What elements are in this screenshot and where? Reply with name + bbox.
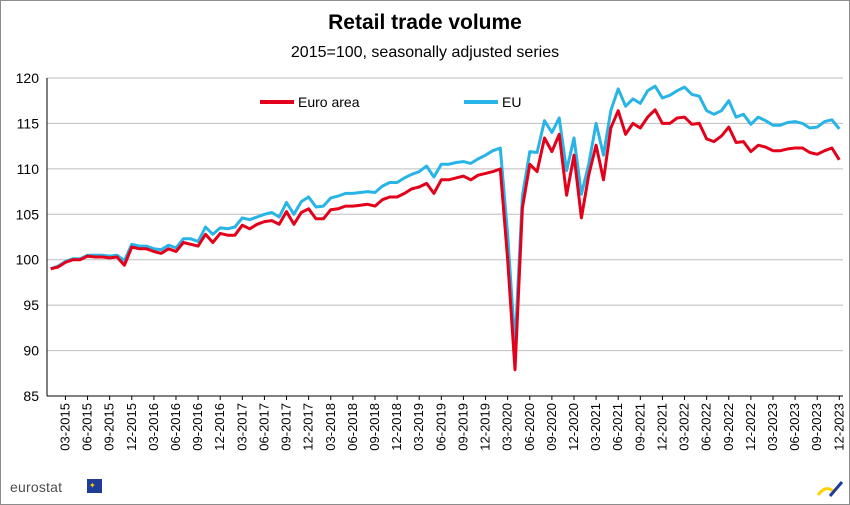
y-tick-label: 110	[17, 161, 40, 177]
x-tick-label: 06-2018	[345, 403, 360, 451]
x-tick-label: 06-2021	[610, 403, 625, 451]
chart-subtitle: 2015=100, seasonally adjusted series	[291, 44, 559, 61]
y-tick-label: 120	[16, 70, 40, 86]
y-tick-label: 95	[23, 297, 39, 313]
y-tick-label: 115	[17, 115, 40, 131]
x-tick-label: 03-2019	[411, 403, 426, 451]
x-tick-label: 09-2022	[721, 403, 736, 451]
series-line-eu	[50, 84, 841, 347]
chart-title: Retail trade volume	[328, 11, 522, 34]
x-tick-label: 09-2017	[279, 403, 294, 451]
x-tick-label: 12-2016	[212, 403, 227, 451]
grid	[47, 77, 843, 397]
x-tick-label: 12-2022	[743, 403, 758, 451]
y-tick-label: 90	[23, 343, 39, 359]
x-tick-label: 06-2023	[787, 403, 802, 451]
x-tick-label: 12-2023	[831, 403, 846, 451]
series-lines	[50, 84, 841, 372]
x-tick-label: 03-2022	[677, 403, 692, 451]
x-tick-label: 09-2015	[102, 403, 117, 451]
x-tick-label: 03-2017	[234, 403, 249, 451]
legend: Euro area EU	[260, 94, 521, 110]
x-tick-label: 09-2020	[544, 403, 559, 451]
y-tick-label: 105	[16, 206, 40, 222]
x-tick-label: 12-2020	[566, 403, 581, 451]
x-tick-label: 03-2015	[57, 403, 72, 451]
x-tick-label: 06-2015	[80, 403, 95, 451]
x-tick-label: 09-2021	[632, 403, 647, 451]
x-tick-label: 12-2015	[124, 403, 139, 451]
x-tick-label: 09-2018	[367, 403, 382, 451]
x-tick-label: 09-2023	[809, 403, 824, 451]
x-tick-label: 12-2019	[478, 403, 493, 451]
eurostat-swoosh-icon	[816, 481, 844, 497]
x-tick-label: 06-2017	[256, 403, 271, 451]
x-tick-label: 06-2016	[168, 403, 183, 451]
eu-flag-icon: ✦	[87, 479, 102, 493]
x-tick-label: 06-2020	[522, 403, 537, 451]
legend-label-euro-area: Euro area	[298, 94, 360, 110]
x-tick-label: 09-2016	[190, 403, 205, 451]
x-tick-label: 03-2020	[500, 403, 515, 451]
axes: 85 90 95 100 105 110 115 120 03-2015 06-2015 09-20…	[16, 70, 847, 451]
legend-label-eu: EU	[502, 94, 521, 110]
x-tick-label: 12-2017	[301, 403, 316, 451]
y-tick-label: 85	[23, 388, 39, 404]
x-tick-label: 09-2019	[455, 403, 470, 451]
x-tick-label: 12-2021	[654, 403, 669, 451]
x-tick-label: 06-2019	[433, 403, 448, 451]
x-tick-label: 03-2016	[146, 403, 161, 451]
y-tick-label: 100	[16, 252, 40, 268]
series-line-euro-area	[50, 108, 841, 372]
x-tick-label: 03-2021	[588, 403, 603, 451]
eurostat-logo: eurostat	[10, 479, 63, 495]
x-tick-label: 06-2022	[699, 403, 714, 451]
x-tick-label: 12-2018	[389, 403, 404, 451]
x-tick-label: 03-2023	[765, 403, 780, 451]
x-tick-label: 03-2018	[323, 403, 338, 451]
